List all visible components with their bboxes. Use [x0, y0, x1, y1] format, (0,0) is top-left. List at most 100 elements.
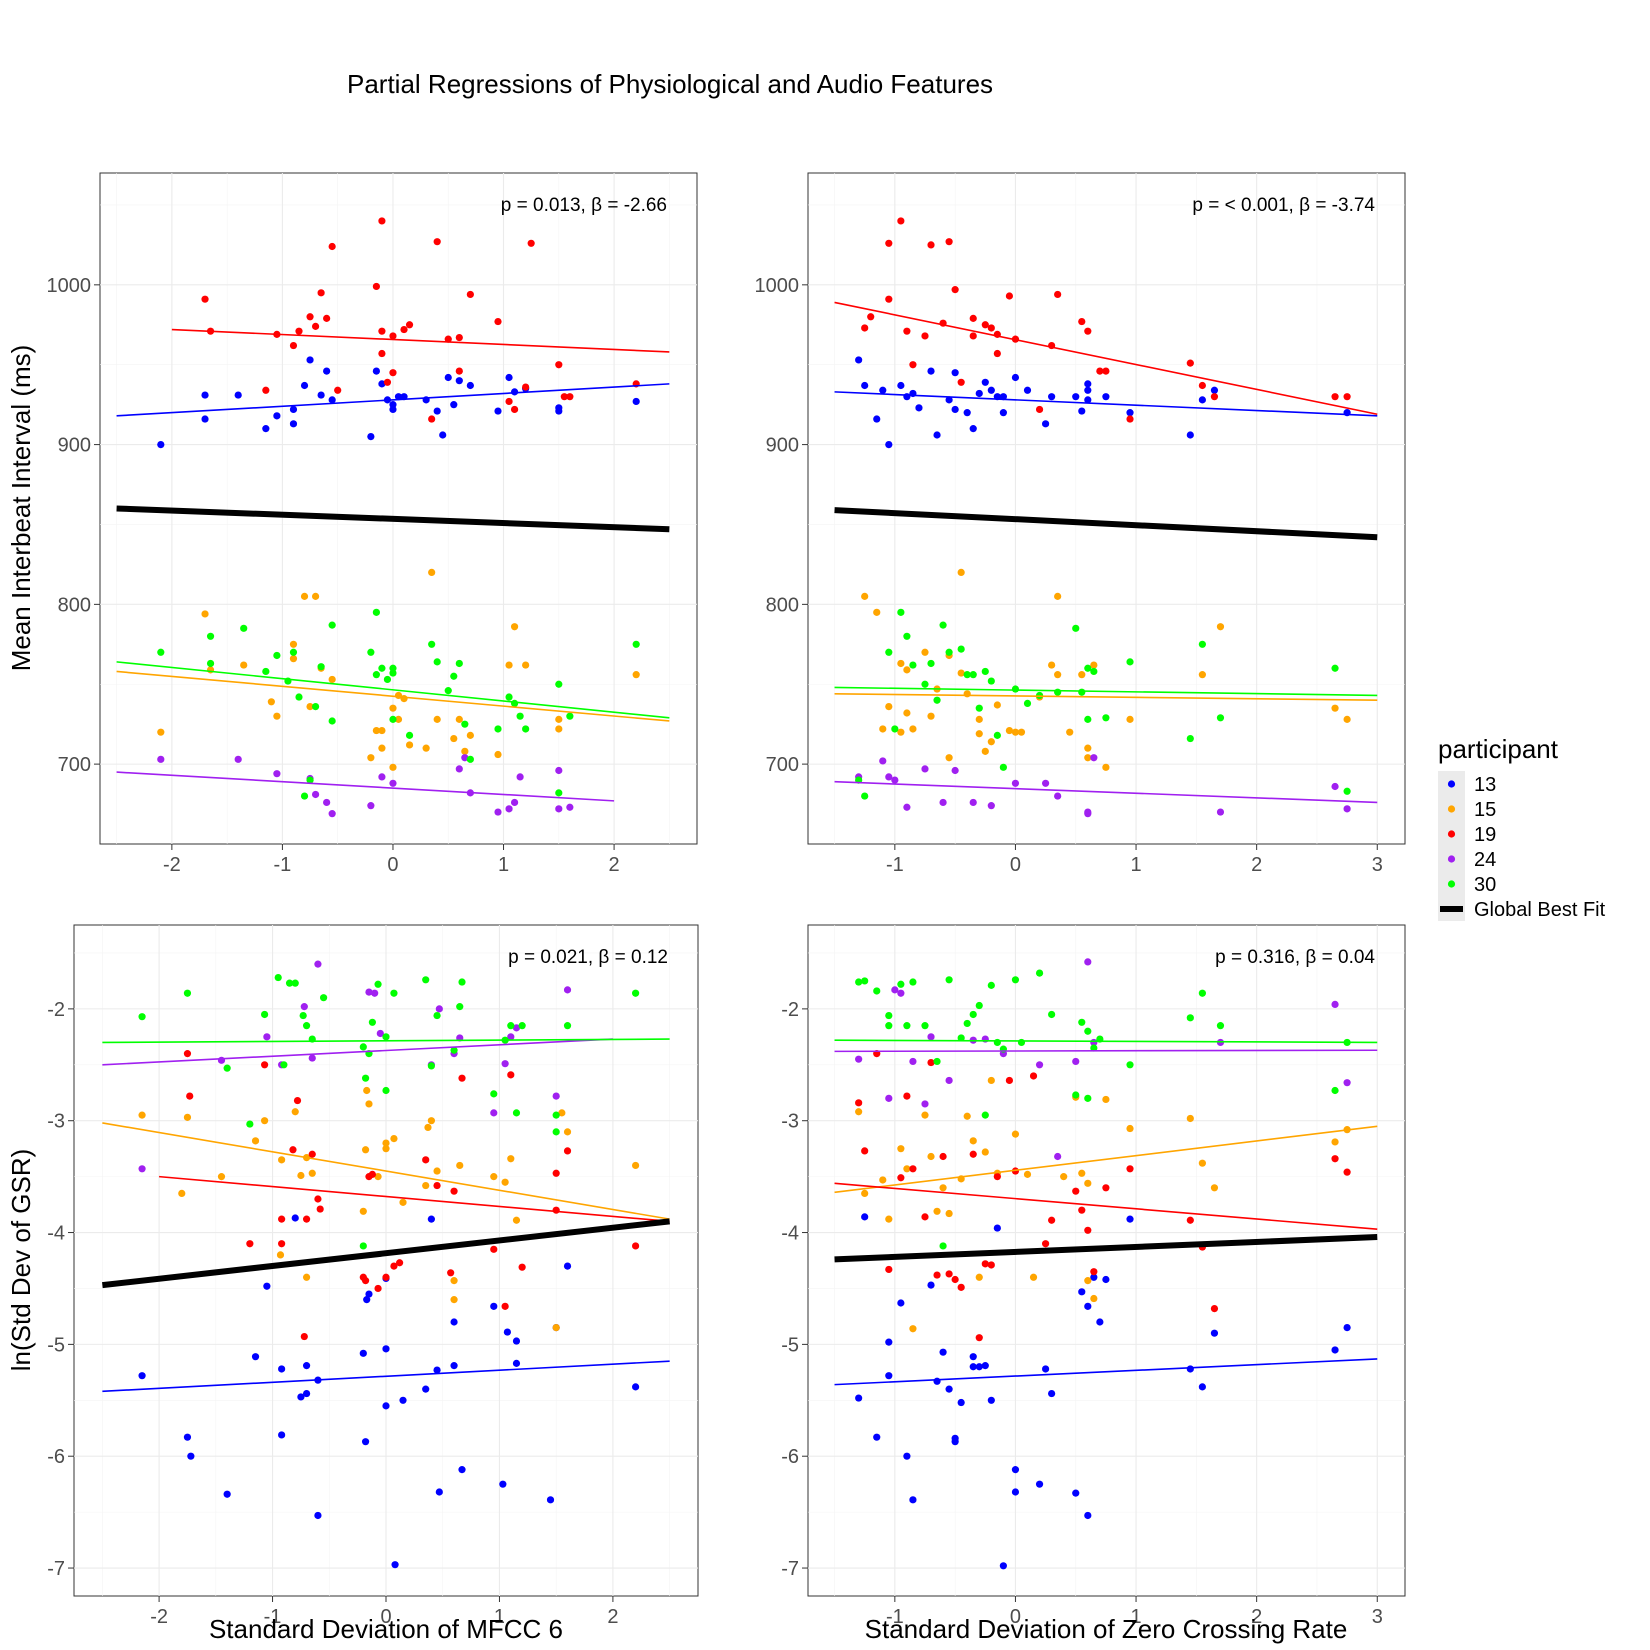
axes: -2 -1 0 1 2 -7 -6 -5 -4 -3 -2 [47, 999, 618, 1628]
data-point-participant-13 [855, 1394, 863, 1402]
data-point-participant-15 [861, 592, 869, 600]
data-point-participant-15 [927, 1152, 935, 1161]
data-point-participant-24 [945, 1076, 953, 1085]
data-point-participant-15 [1084, 754, 1092, 762]
data-point-participant-19 [1126, 415, 1134, 423]
data-point-participant-30 [427, 1062, 435, 1070]
data-point-participant-30 [1186, 1014, 1194, 1022]
data-point-participant-13 [909, 1496, 917, 1504]
data-point-participant-13 [503, 1328, 511, 1336]
data-point-participant-24 [494, 808, 502, 816]
plot-marks [102, 960, 670, 1569]
data-point-participant-24 [1331, 782, 1339, 791]
x-tick-label: 2 [1251, 854, 1262, 876]
data-point-participant-15 [1011, 728, 1020, 736]
data-point-participant-19 [975, 1334, 983, 1342]
data-point-participant-13 [251, 1353, 260, 1361]
x-tick-label: 0 [1010, 1606, 1021, 1628]
global-best-fit-line [116, 505, 670, 533]
gridlines [808, 173, 1405, 844]
data-point-participant-19 [1198, 381, 1206, 390]
data-point-participant-24 [1054, 1152, 1062, 1161]
data-point-participant-30 [1090, 667, 1098, 676]
data-point-participant-15 [433, 1167, 441, 1175]
data-point-participant-19 [278, 1240, 286, 1248]
data-point-participant-13 [183, 1433, 192, 1441]
axes: -1 0 1 2 3 -7 -6 -5 -4 -3 -2 [781, 999, 1383, 1628]
data-point-participant-13 [314, 1511, 322, 1520]
data-point-participant-19 [334, 386, 342, 394]
data-point-participant-13 [490, 1302, 498, 1310]
data-point-participant-19 [1090, 1268, 1098, 1276]
data-point-participant-30 [280, 1061, 288, 1069]
data-point-participant-15 [1011, 1130, 1020, 1138]
data-point-participant-30 [855, 978, 863, 986]
series-24 [855, 754, 1351, 818]
series-15 [157, 568, 640, 771]
data-point-participant-13 [1041, 420, 1050, 428]
y-tick-label: 1000 [47, 275, 92, 297]
data-point-participant-15 [466, 731, 474, 739]
data-point-participant-24 [1054, 792, 1062, 800]
data-point-participant-15 [367, 754, 375, 762]
data-point-participant-24 [501, 1060, 509, 1068]
plot-marks [834, 217, 1378, 818]
x-tick-label: 3 [1372, 1606, 1383, 1628]
data-point-participant-30 [1090, 1044, 1098, 1052]
gridlines [808, 925, 1405, 1596]
data-point-participant-19 [490, 1245, 498, 1253]
data-point-participant-15 [987, 738, 995, 746]
data-point-participant-15 [501, 1178, 509, 1186]
data-point-participant-15 [1084, 1179, 1092, 1187]
series-15 [855, 1076, 1351, 1333]
data-point-participant-30 [273, 651, 281, 660]
data-point-participant-13 [234, 391, 242, 399]
data-point-participant-13 [300, 381, 309, 390]
data-point-participant-19 [262, 386, 270, 394]
data-point-participant-30 [555, 789, 563, 797]
data-point-participant-15 [921, 648, 929, 656]
x-axis-title: Standard Deviation of MFCC 6 [209, 1614, 563, 1644]
data-point-participant-30 [1084, 664, 1092, 672]
data-point-participant-13 [951, 405, 959, 414]
data-point-participant-24 [217, 1056, 226, 1064]
data-point-participant-24 [1343, 1079, 1351, 1087]
data-point-participant-30 [289, 648, 298, 656]
data-point-participant-19 [1078, 317, 1086, 326]
fit-line-participant-13 [102, 1360, 670, 1393]
data-point-participant-13 [555, 404, 563, 412]
data-point-participant-30 [389, 715, 397, 723]
series-30 [157, 608, 640, 800]
data-point-participant-13 [903, 1452, 911, 1460]
data-point-participant-13 [999, 409, 1007, 417]
data-point-participant-24 [300, 1003, 308, 1011]
data-point-participant-19 [945, 238, 953, 246]
data-point-participant-15 [427, 1117, 435, 1125]
data-point-participant-13 [382, 1345, 390, 1353]
data-point-participant-13 [1198, 1383, 1206, 1391]
data-point-participant-13 [273, 412, 281, 420]
fit-line-participant-30 [102, 1038, 670, 1044]
series-13 [138, 1214, 640, 1569]
x-tick-label: 2 [609, 854, 620, 876]
data-point-participant-13 [945, 396, 953, 404]
data-point-participant-19 [945, 1270, 953, 1278]
data-point-participant-15 [1084, 744, 1092, 752]
data-point-participant-19 [921, 1213, 929, 1221]
data-point-participant-15 [289, 655, 298, 663]
data-point-participant-30 [897, 608, 905, 616]
data-point-participant-19 [861, 324, 869, 332]
x-tick-label: 0 [1010, 854, 1021, 876]
data-point-participant-30 [1023, 699, 1032, 708]
data-point-participant-30 [1126, 1061, 1134, 1069]
data-point-participant-13 [1084, 386, 1092, 394]
data-point-participant-19 [1078, 1206, 1086, 1214]
legend-key-background [1438, 771, 1465, 921]
data-point-participant-19 [1072, 1187, 1080, 1195]
data-point-participant-13 [1041, 1365, 1050, 1373]
data-point-participant-13 [861, 1213, 869, 1221]
data-point-participant-15 [240, 661, 248, 669]
fit-line-participant-30 [834, 686, 1378, 697]
data-point-participant-19 [466, 290, 474, 299]
data-point-participant-15 [522, 661, 530, 669]
